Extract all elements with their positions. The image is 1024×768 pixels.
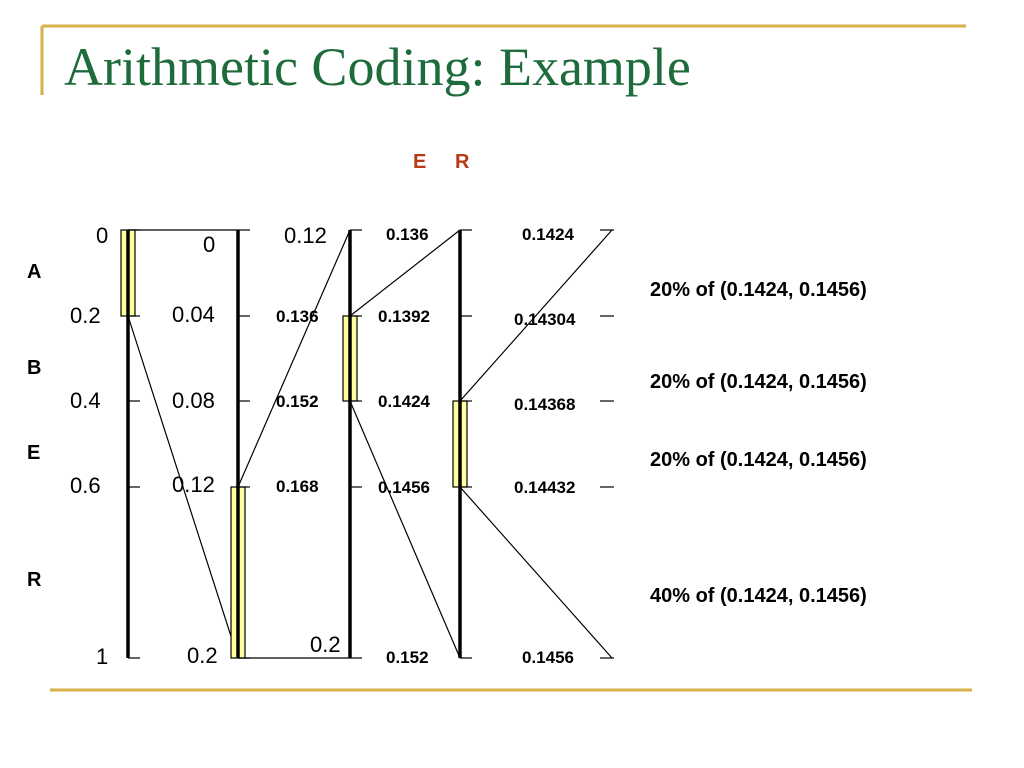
scale-3-label: 0.152 bbox=[276, 392, 319, 411]
note-text: 40% of (0.1424, 0.1456) bbox=[650, 585, 867, 607]
connector-line bbox=[127, 315, 239, 659]
connector-line bbox=[237, 229, 351, 488]
scale-3-label: 0.12 bbox=[284, 223, 327, 248]
scale-4-label: 0.1424 bbox=[378, 392, 431, 411]
scale-2-label: 0.12 bbox=[172, 472, 215, 497]
connector-line bbox=[459, 229, 613, 402]
note-text: 20% of (0.1424, 0.1456) bbox=[650, 279, 867, 301]
scale-5-label: 0.14368 bbox=[514, 395, 575, 414]
symbol-label-b: B bbox=[27, 357, 41, 379]
header-letter-e: E bbox=[413, 151, 426, 173]
connector-line bbox=[349, 400, 461, 659]
connector-line bbox=[459, 486, 613, 659]
symbol-label-e: E bbox=[27, 442, 40, 464]
scale-5-label: 0.1424 bbox=[522, 225, 575, 244]
scale-4-label: 0.1392 bbox=[378, 307, 430, 326]
scale-axes bbox=[126, 230, 462, 658]
scale-2-label: 0.08 bbox=[172, 388, 215, 413]
scale-3-label: 0.2 bbox=[310, 632, 341, 657]
scale-4-label: 0.136 bbox=[386, 225, 429, 244]
scale-1-label: 0 bbox=[96, 223, 108, 248]
scale-2-label: 0.04 bbox=[172, 302, 215, 327]
scale-5-label: 0.1456 bbox=[522, 648, 574, 667]
header-letter-r: R bbox=[455, 151, 470, 173]
scale-3-label: 0.168 bbox=[276, 477, 319, 496]
scale-5-label: 0.14432 bbox=[514, 478, 575, 497]
symbol-label-a: A bbox=[27, 261, 41, 283]
connector-line bbox=[349, 229, 461, 317]
tick-marks bbox=[128, 229, 614, 659]
connector-lines bbox=[127, 229, 613, 659]
scale-1-label: 0.4 bbox=[70, 388, 101, 413]
scale-2-label: 0 bbox=[203, 232, 215, 257]
scale-1-label: 0.2 bbox=[70, 303, 101, 328]
scale-1-label: 0.6 bbox=[70, 473, 101, 498]
symbol-label-r: R bbox=[27, 569, 42, 591]
scale-1-label: 1 bbox=[96, 644, 108, 669]
scale-4-label: 0.152 bbox=[386, 648, 429, 667]
scale-2-label: 0.2 bbox=[187, 643, 218, 668]
highlight-boxes bbox=[120, 229, 468, 659]
scale-3-label: 0.136 bbox=[276, 307, 319, 326]
note-text: 20% of (0.1424, 0.1456) bbox=[650, 449, 867, 471]
note-text: 20% of (0.1424, 0.1456) bbox=[650, 371, 867, 393]
scale-5-label: 0.14304 bbox=[514, 310, 576, 329]
slide-title: Arithmetic Coding: Example bbox=[64, 37, 691, 97]
scale-4-label: 0.1456 bbox=[378, 478, 430, 497]
